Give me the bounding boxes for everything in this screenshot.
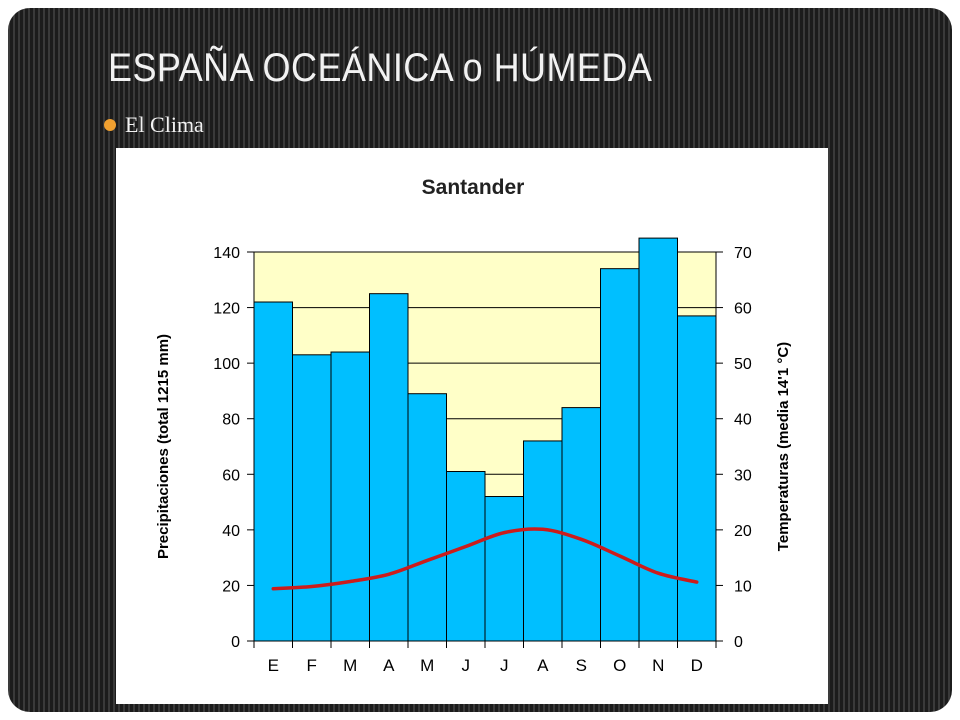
precipitation-bar: [561, 407, 601, 642]
y-tick-label-left: 80: [222, 412, 240, 429]
climate-chart: 0 20 40 60 80 100 120 140 0 10 20 30 40 50 60 70 E F M A M J J…: [155, 176, 792, 675]
precipitation-bar: [638, 237, 678, 642]
y-tick-label-left: 0: [231, 634, 240, 651]
x-tick-label: S: [576, 656, 587, 675]
y-tick-label-right: 20: [734, 523, 752, 540]
precipitation-bar: [446, 471, 486, 642]
y-axis-label-right: Temperaturas (media 14'1 °C): [775, 342, 792, 551]
x-tick-label: J: [500, 656, 509, 675]
bullet-item: El Clima: [104, 112, 204, 138]
y-tick-label-left: 120: [213, 301, 240, 318]
y-tick-label-left: 140: [213, 245, 240, 262]
temperature-line: [271, 527, 699, 591]
chart-title: Santander: [422, 176, 525, 199]
y-tick-label-left: 40: [222, 523, 240, 540]
x-tick-label: M: [343, 656, 357, 675]
y-tick-label-right: 50: [734, 356, 752, 373]
precipitation-bar: [484, 496, 524, 642]
y-tick-label-left: 100: [213, 356, 240, 373]
precipitation-bar: [369, 293, 409, 642]
x-tick-label: O: [613, 656, 626, 675]
y-axis-label-left: Precipitaciones (total 1215 mm): [155, 334, 172, 559]
chart-frame: 0 20 40 60 80 100 120 140 0 10 20 30 40 50 60 70 E F M A M J J…: [116, 148, 828, 704]
precipitation-bar: [523, 440, 563, 642]
y-tick-label-right: 10: [734, 578, 752, 595]
slide-title: ESPAÑA OCEÁNICA o HÚMEDA: [108, 46, 653, 90]
precipitation-bar: [292, 354, 332, 642]
x-tick-label: N: [652, 656, 664, 675]
x-tick-label: J: [462, 656, 471, 675]
precipitation-bar: [330, 351, 370, 642]
precipitation-bar: [407, 393, 447, 642]
y-tick-label-right: 30: [734, 467, 752, 484]
y-tick-label-right: 70: [734, 245, 752, 262]
plot-layer: 0 20 40 60 80 100 120 140 0 10 20 30 40 50 60 70 E F M A M J J…: [213, 237, 752, 675]
y-tick-label-left: 60: [222, 467, 240, 484]
bullet-dot-icon: [104, 119, 116, 131]
x-tick-label: D: [691, 656, 703, 675]
slide: ESPAÑA OCEÁNICA o HÚMEDA El Clima 0 20 40 6…: [8, 8, 952, 712]
precipitation-bar: [600, 268, 640, 642]
y-tick-label-right: 40: [734, 412, 752, 429]
x-tick-label: M: [420, 656, 434, 675]
bullet-text: El Clima: [125, 112, 204, 137]
y-tick-label-right: 0: [734, 634, 743, 651]
y-tick-label-right: 60: [734, 301, 752, 318]
x-tick-label: F: [307, 656, 317, 675]
x-tick-label: A: [537, 656, 549, 675]
precipitation-bar: [677, 315, 717, 642]
x-tick-label: E: [268, 656, 279, 675]
x-tick-label: A: [383, 656, 395, 675]
y-tick-label-left: 20: [222, 578, 240, 595]
